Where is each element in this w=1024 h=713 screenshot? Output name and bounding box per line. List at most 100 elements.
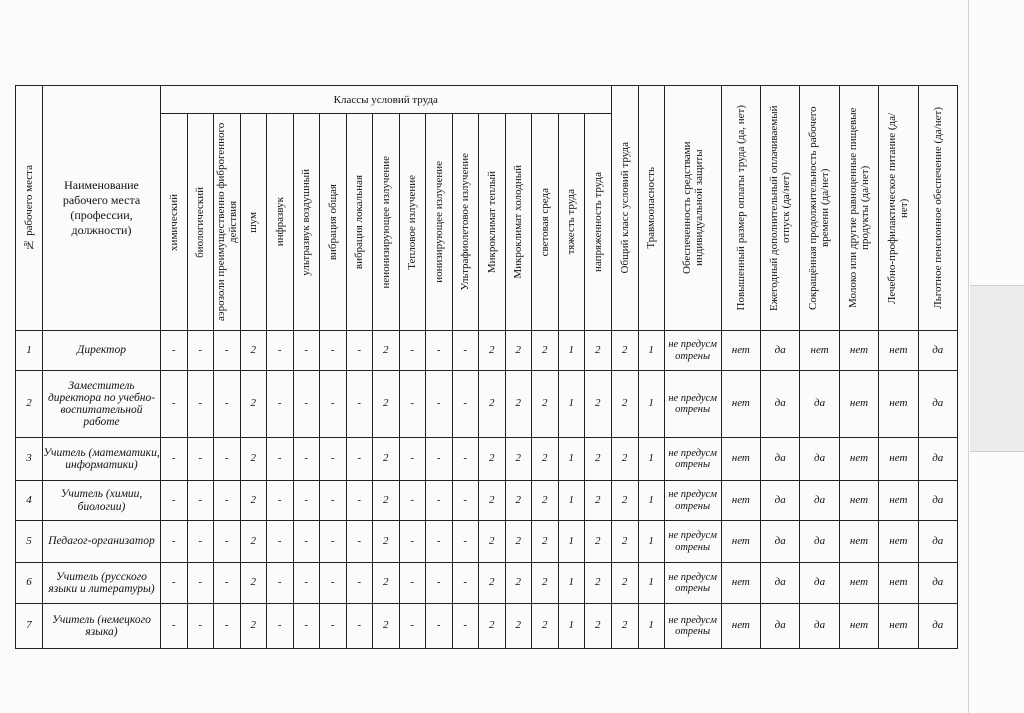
table-cell: 2 <box>504 562 532 604</box>
table-cell: нет <box>720 520 762 563</box>
table-cell: 1 <box>557 480 585 521</box>
table-cell: нет <box>799 330 840 371</box>
table-row: 1 Директор - - -2- - - -2- - -2 2 2 1 2 2 1 не предусм о… <box>15 330 958 371</box>
table-cell: 7 <box>15 603 43 649</box>
table-cell: не предусм отрены <box>663 437 722 481</box>
table-cell: 2 <box>504 330 532 371</box>
table-cell: нет <box>720 603 762 649</box>
column-header: Ежегодный дополнительный оплачиваемый от… <box>759 85 801 331</box>
table-cell: не предусм отрены <box>663 370 722 438</box>
table-row: 2 Заместитель директора по учебно-воспита… <box>15 370 958 438</box>
table-cell: - <box>160 370 188 438</box>
table-cell: да <box>799 562 840 604</box>
column-header: Обеспеченность средствами индивидуальной… <box>663 85 722 331</box>
table-cell: да <box>917 330 958 371</box>
table-cell: нет <box>878 330 919 371</box>
table-cell: - <box>292 562 320 604</box>
table-cell: 2 <box>504 603 532 649</box>
table-cell: 1 <box>15 330 43 371</box>
table-cell: 2 <box>15 370 43 438</box>
column-header-text: Лечебно-профилактическое питание (да/нет… <box>886 112 911 304</box>
column-header-text: химический <box>167 193 180 251</box>
column-header-text: Обеспеченность средствами индивидуальной… <box>680 141 705 275</box>
table-cell: - <box>160 520 188 563</box>
table-cell: 2 <box>531 480 559 521</box>
table-cell: Учитель (немецкого языка) <box>42 603 161 649</box>
column-header-text: шум <box>247 211 260 233</box>
table-cell: нет <box>720 437 762 481</box>
table-cell: 5 <box>15 520 43 563</box>
table-cell: 2 <box>531 520 559 563</box>
table-cell: нет <box>878 437 919 481</box>
working-conditions-table: № рабочего места Наименование рабочего ме… <box>15 85 958 649</box>
table-cell: 2 <box>584 330 612 371</box>
table-cell: - <box>213 603 241 649</box>
column-header-text: ультразвук воздушный <box>300 168 313 276</box>
table-cell: 2 <box>531 562 559 604</box>
table-cell: 2 <box>478 603 506 649</box>
table-cell: 2 <box>584 370 612 438</box>
table-cell: 1 <box>557 520 585 563</box>
table-cell: не предусм отрены <box>663 330 722 371</box>
table-cell: 1 <box>637 437 665 481</box>
table-cell: 2 <box>478 437 506 481</box>
table-cell: нет <box>838 370 880 438</box>
table-cell: - <box>186 603 214 649</box>
column-header: световая среда <box>531 113 559 331</box>
table-cell: 2 <box>610 330 639 371</box>
table-cell: нет <box>878 520 919 563</box>
table-cell: нет <box>838 437 880 481</box>
table-cell: - <box>266 437 294 481</box>
table-cell: нет <box>720 562 762 604</box>
column-header-text: Льготное пенсионное обеспечение (да/нет) <box>931 107 944 309</box>
table-cell: 2 <box>239 370 267 438</box>
page-edge <box>968 0 969 713</box>
table-cell: - <box>425 603 453 649</box>
table-cell: - <box>213 520 241 563</box>
table-cell: 2 <box>239 330 267 371</box>
table-cell: да <box>917 480 958 521</box>
table-cell: - <box>213 437 241 481</box>
table-cell: 1 <box>637 603 665 649</box>
table-cell: да <box>759 562 801 604</box>
table-cell: 2 <box>372 437 400 481</box>
table-cell: - <box>266 603 294 649</box>
table-cell: 2 <box>504 480 532 521</box>
table-cell: да <box>917 562 958 604</box>
table-cell: - <box>451 437 479 481</box>
table-cell: - <box>319 330 347 371</box>
table-cell: 1 <box>637 330 665 371</box>
table-cell: - <box>345 437 373 481</box>
table-cell: - <box>266 520 294 563</box>
table-cell: да <box>799 437 840 481</box>
table-cell: - <box>213 370 241 438</box>
column-header: инфразвук <box>266 113 294 331</box>
column-header: биологический <box>186 113 214 331</box>
table-cell: нет <box>720 330 762 371</box>
column-header-text: Сокращённая продолжительность рабочего в… <box>807 106 832 310</box>
table-cell: не предусм отрены <box>663 562 722 604</box>
column-header-text: тяжесть труда <box>565 189 578 255</box>
column-header: тяжесть труда <box>557 113 585 331</box>
table-cell: да <box>799 603 840 649</box>
table-cell: 2 <box>372 562 400 604</box>
table-cell: 2 <box>372 520 400 563</box>
table-cell: - <box>398 480 426 521</box>
table-cell: - <box>292 437 320 481</box>
column-header: вибрация локальная <box>345 113 373 331</box>
table-cell: нет <box>838 330 880 371</box>
column-header: Травмоопасность <box>637 85 665 331</box>
table-cell: - <box>451 520 479 563</box>
table-cell: - <box>266 330 294 371</box>
column-header: Сокращённая продолжительность рабочего в… <box>799 85 840 331</box>
column-header: ионизирующее излучение <box>425 113 453 331</box>
table-cell: 2 <box>610 480 639 521</box>
table-cell: - <box>345 480 373 521</box>
table-cell: - <box>319 562 347 604</box>
table-cell: 1 <box>557 562 585 604</box>
table-cell: 3 <box>15 437 43 481</box>
table-cell: не предусм отрены <box>663 480 722 521</box>
table-cell: да <box>759 603 801 649</box>
table-cell: 1 <box>557 603 585 649</box>
column-header: неионизирующее излучение <box>372 113 400 331</box>
